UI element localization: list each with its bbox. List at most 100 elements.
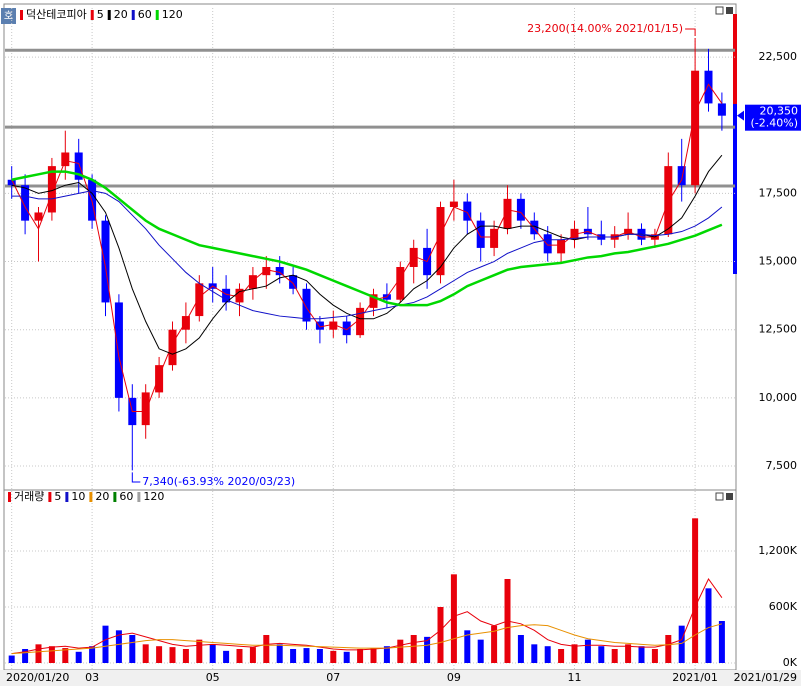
x-tick-label: 05 [206, 671, 220, 684]
legend-label: 120 [162, 8, 183, 21]
volume-ma-line [11, 623, 723, 655]
candle-body [61, 152, 70, 167]
candle-body [543, 234, 552, 254]
legend-swatch [90, 10, 94, 20]
legend-label: 5 [54, 490, 61, 503]
volume-bar [625, 644, 632, 663]
volume-bar [48, 646, 55, 663]
volume-bar [236, 648, 243, 663]
candle-body [530, 220, 539, 235]
icon[interactable] [1, 8, 16, 24]
volume-bar [531, 644, 538, 663]
candle-body [476, 220, 485, 248]
legend-swatch [155, 10, 159, 20]
y-tick-label: 12,500 [759, 323, 798, 336]
volume-bar [383, 646, 390, 663]
y-tick-label: 600K [769, 600, 798, 613]
y-tick-label: 1,200K [758, 544, 797, 557]
volume-bar [397, 639, 404, 663]
panel-button[interactable] [726, 493, 733, 500]
candle-body [275, 266, 284, 276]
current-box [745, 104, 801, 131]
volume-bar [544, 646, 551, 663]
legend-label: 5 [97, 8, 104, 21]
candle-body [289, 275, 298, 289]
legend-swatch [20, 10, 23, 20]
volume-bar [678, 625, 685, 663]
candle-body [101, 220, 110, 303]
legend-swatch [137, 492, 141, 502]
candle-body [490, 228, 499, 248]
candle-body [463, 201, 472, 221]
y-tick-label: 22,500 [759, 50, 798, 63]
candle-body [168, 329, 177, 366]
y-tick-label: 17,500 [759, 186, 798, 199]
candle-body [7, 179, 16, 186]
price-panel [3, 3, 737, 491]
high-arrow [685, 28, 696, 36]
panel-button[interactable] [715, 492, 724, 501]
candle-body [302, 288, 311, 322]
volume-bar [249, 647, 256, 663]
x-tick-label: 09 [447, 671, 461, 684]
volume-bar [22, 648, 29, 663]
legend-label: 60 [138, 8, 152, 21]
volume-bar [718, 620, 725, 663]
ma-line [11, 190, 723, 320]
volume-bar [290, 648, 297, 663]
x-tick-label: 03 [85, 671, 99, 684]
icon-label: 호 [4, 10, 13, 22]
volume-bar [316, 648, 323, 663]
volume-bar [705, 588, 712, 663]
x-tick-label: 07 [326, 671, 340, 684]
volume-bar [584, 639, 591, 663]
candle-body [21, 185, 30, 221]
volume-bar [102, 625, 109, 663]
volume-ma-line [11, 578, 723, 655]
legend-label: 120 [143, 490, 164, 503]
panel-button[interactable] [726, 7, 733, 14]
candle-body [329, 321, 338, 330]
volume-bar [491, 625, 498, 663]
legend-swatch [65, 492, 69, 502]
legend-label: 20 [114, 8, 128, 21]
x-tick-label: 2020/01/20 [6, 671, 69, 684]
candle-body [356, 307, 365, 336]
y-tick-label: 0K [783, 656, 798, 669]
volume-bar [370, 648, 377, 663]
volume-bar [517, 634, 524, 663]
current-marker [737, 110, 744, 121]
range-bar [733, 14, 737, 104]
candle-body [195, 283, 204, 317]
legend-swatch [8, 492, 11, 502]
volume-bar [115, 630, 122, 663]
volume-bar [450, 574, 457, 663]
volume-bar [35, 644, 42, 663]
candle-body [315, 321, 324, 330]
candle-body [248, 275, 257, 289]
candle-body [691, 70, 700, 186]
volume-bar [89, 646, 96, 663]
candle-body [409, 247, 418, 267]
date-strip [0, 670, 801, 686]
legend-swatch [89, 492, 93, 502]
volume-bar [62, 648, 69, 663]
legend-label: 20 [95, 490, 109, 503]
candle-body [222, 288, 231, 303]
x-tick-label: 2021/01 [672, 671, 718, 684]
volume-bar [75, 651, 82, 663]
candle-body [74, 152, 83, 180]
candle-body [704, 70, 713, 104]
volume-bar [142, 644, 149, 663]
ma-line [11, 170, 723, 307]
candle-body [114, 302, 123, 398]
legend-swatch [113, 492, 117, 502]
candle-body [47, 166, 56, 213]
candle-body [717, 103, 726, 116]
range-bar [733, 104, 737, 274]
low-note: 7,340(-63.93% 2020/03/23) [142, 475, 295, 488]
legend-label: 거래량 [14, 490, 44, 503]
panel-button[interactable] [715, 6, 724, 15]
